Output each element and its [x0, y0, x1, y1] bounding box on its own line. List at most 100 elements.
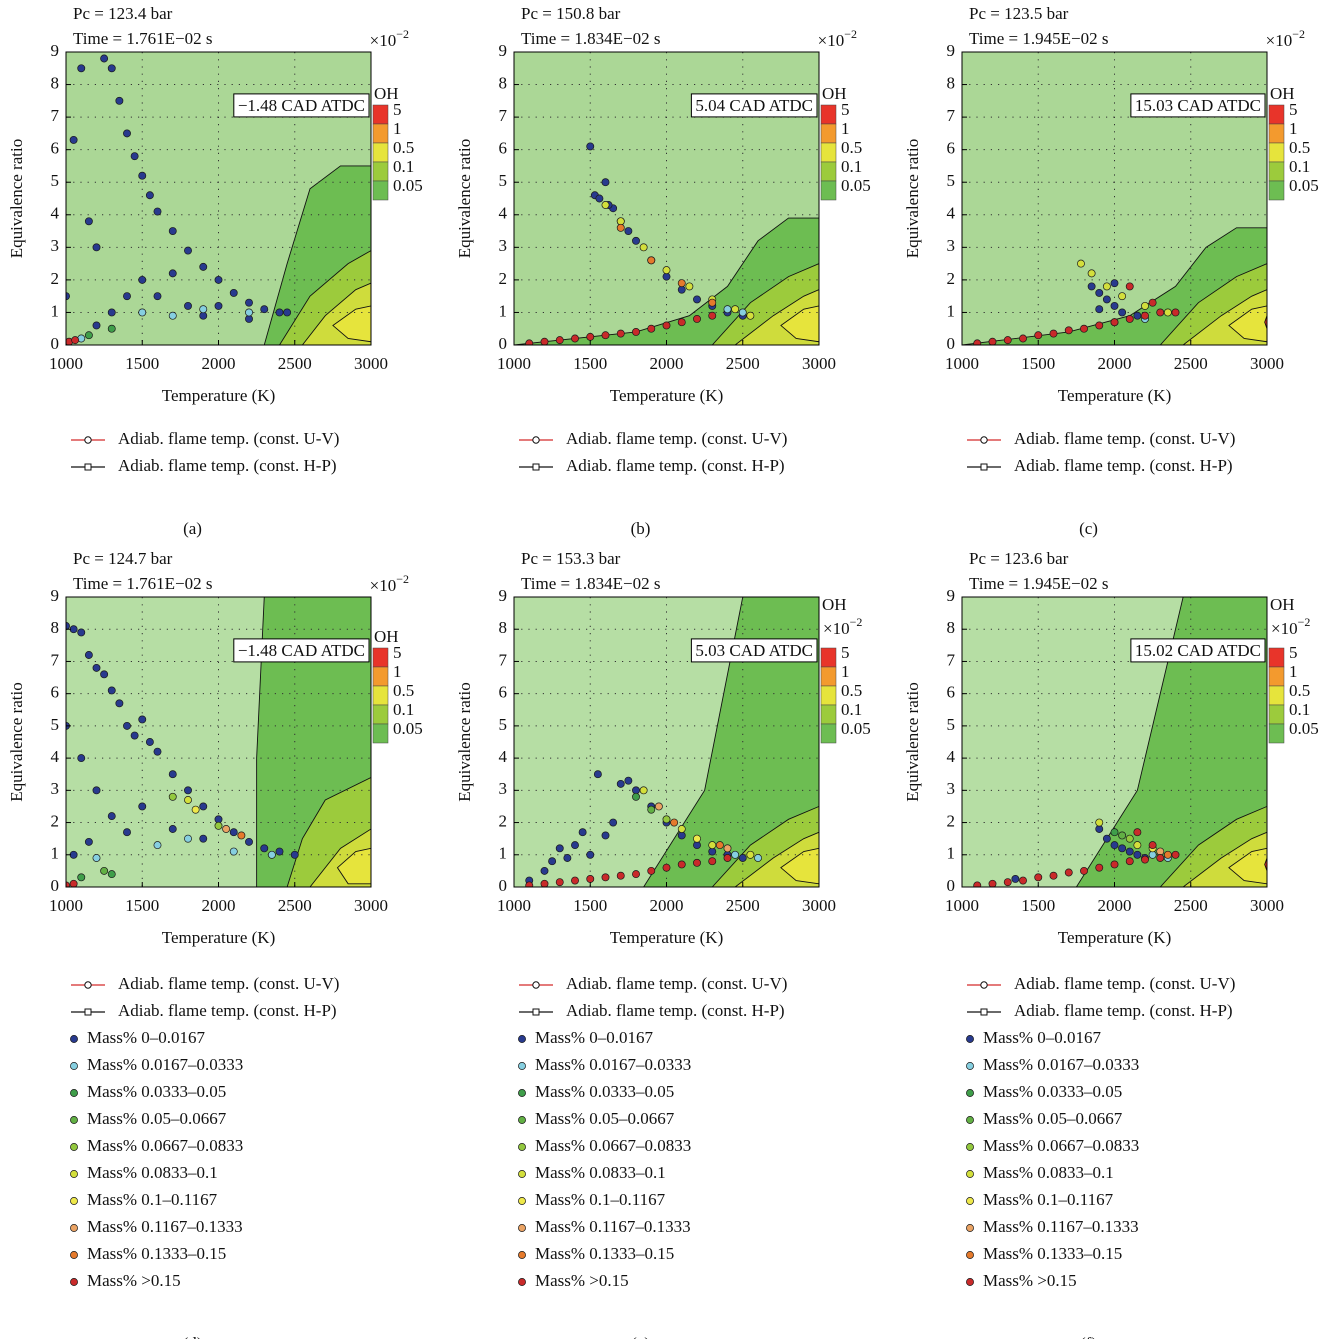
colorbar-label: 5: [1289, 100, 1298, 119]
annotation-box: [233, 638, 370, 663]
y-tick-label: 5: [499, 171, 508, 190]
colorbar-label: 5: [1289, 643, 1298, 662]
scatter-point: [647, 866, 656, 875]
x-tick-label: 2000: [1098, 354, 1132, 373]
legend-label: Mass% 0.0333–0.05: [87, 1082, 226, 1101]
legend-marker: [532, 1008, 540, 1016]
annotation: 5.04 CAD ATDC: [695, 96, 813, 115]
scatter-point: [1125, 315, 1134, 323]
scatter-point: [693, 834, 701, 843]
scatter-point: [746, 850, 755, 859]
scatter-point: [237, 831, 246, 840]
scatter-point: [662, 863, 671, 872]
y-tick-label: 6: [51, 139, 60, 158]
colorbar-title: OH: [374, 627, 399, 646]
scatter-point: [229, 288, 238, 297]
scatter-point: [92, 321, 101, 330]
scatter-point: [245, 837, 253, 846]
y-axis-label: Equivalence ratio: [903, 139, 922, 258]
scatter-point: [616, 779, 625, 788]
scatter-point: [1148, 841, 1157, 850]
legend-label: Mass% 0.0167–0.0333: [983, 1055, 1139, 1074]
scatter-point: [723, 844, 732, 853]
scatter-point: [601, 178, 610, 187]
legend-label: Mass% 0.0167–0.0333: [535, 1055, 691, 1074]
colorbar-label: 5: [841, 643, 850, 662]
colorbar-label: 0.05: [1289, 719, 1319, 738]
scatter-point: [1087, 269, 1096, 278]
chart-title: Pc = 124.7 bar: [73, 549, 173, 568]
scatter-point: [77, 873, 86, 882]
y-tick-label: 1: [51, 844, 60, 863]
colorbar-multiplier: ×10−2: [818, 27, 857, 50]
plot-frame: [961, 596, 1268, 888]
legend-label: Adiab. flame temp. (const. U-V): [118, 974, 339, 993]
x-tick-label: 3000: [1250, 896, 1284, 915]
multiplier-base: ×10: [370, 576, 397, 595]
scatter-point: [1076, 259, 1085, 268]
annotation-box: [690, 638, 818, 663]
scatter-point: [1095, 288, 1104, 297]
colorbar-swatch: [1268, 142, 1285, 163]
multiplier-base: ×10: [1266, 31, 1293, 50]
scatter-point: [540, 879, 549, 887]
y-tick-label: 3: [51, 236, 60, 255]
scatter-point: [92, 854, 101, 862]
y-tick-label: 2: [947, 811, 956, 830]
y-tick-label: 6: [947, 139, 956, 158]
scatter-point: [275, 308, 284, 317]
scatter-point: [199, 311, 208, 320]
legend-marker: [518, 1035, 526, 1043]
annotation-box: [690, 93, 818, 118]
y-tick-label: 9: [499, 586, 508, 605]
scatter-point: [647, 324, 656, 333]
chart-title: Pc = 123.4 bar: [73, 4, 173, 23]
panel: 1000 1500 2000 2500 3000 0 1 2 3 4 5 6 7 8 9 Pc = 123.5…: [903, 4, 1319, 538]
scatter-point: [1133, 311, 1142, 320]
legend-marker: [980, 436, 988, 444]
scatter-point: [616, 871, 625, 880]
scatter-point: [123, 828, 131, 837]
legend-marker: [966, 1035, 974, 1043]
scatter-point: [708, 311, 717, 320]
y-tick-label: 4: [499, 204, 508, 223]
x-axis-label: Temperature (K): [610, 386, 724, 405]
scatter-point: [1133, 850, 1142, 859]
contour-region: [1264, 857, 1267, 872]
scatter-point: [1011, 874, 1020, 883]
x-tick-label: 1000: [497, 354, 531, 373]
legend-label: Adiab. flame temp. (const. H-P): [1014, 456, 1233, 475]
scatter-point: [1125, 847, 1134, 856]
colorbar-label: 1: [393, 119, 402, 138]
multiplier-exponent: −2: [1292, 27, 1305, 41]
y-tick-label: 8: [499, 73, 508, 92]
panel-caption: (e): [631, 1334, 650, 1339]
scatter-point: [632, 792, 640, 801]
legend-label: Adiab. flame temp. (const. U-V): [566, 974, 787, 993]
scatter-point: [69, 850, 78, 859]
colorbar-label: 1: [841, 662, 850, 681]
scatter-point: [1049, 871, 1058, 880]
scatter-point: [229, 847, 238, 856]
scatter-point: [973, 339, 982, 345]
legend-label: Mass% 0.0833–0.1: [87, 1163, 218, 1182]
scatter-point: [1064, 326, 1073, 335]
x-tick-label: 1000: [49, 896, 83, 915]
annotation-box: [1130, 638, 1266, 663]
x-tick-label: 3000: [802, 354, 836, 373]
scatter-point: [107, 308, 116, 317]
chart-title: Pc = 123.6 bar: [969, 549, 1069, 568]
y-axis-label: Equivalence ratio: [455, 682, 474, 801]
legend-marker: [966, 1197, 974, 1205]
panel: 1000 1500 2000 2500 3000 0 1 2 3 4 5 6 7 8 9 Pc = 153.3…: [455, 549, 871, 1339]
legend-marker: [980, 463, 988, 471]
scatter-point: [1095, 305, 1104, 314]
colorbar-title: OH: [1270, 595, 1295, 614]
x-tick-label: 1500: [125, 896, 159, 915]
scatter-point: [738, 854, 747, 862]
y-tick-label: 9: [51, 41, 60, 60]
scatter-point: [555, 336, 564, 345]
panel-caption: (f): [1080, 1334, 1097, 1339]
plot-frame: [961, 51, 1268, 346]
scatter-point: [84, 331, 93, 340]
